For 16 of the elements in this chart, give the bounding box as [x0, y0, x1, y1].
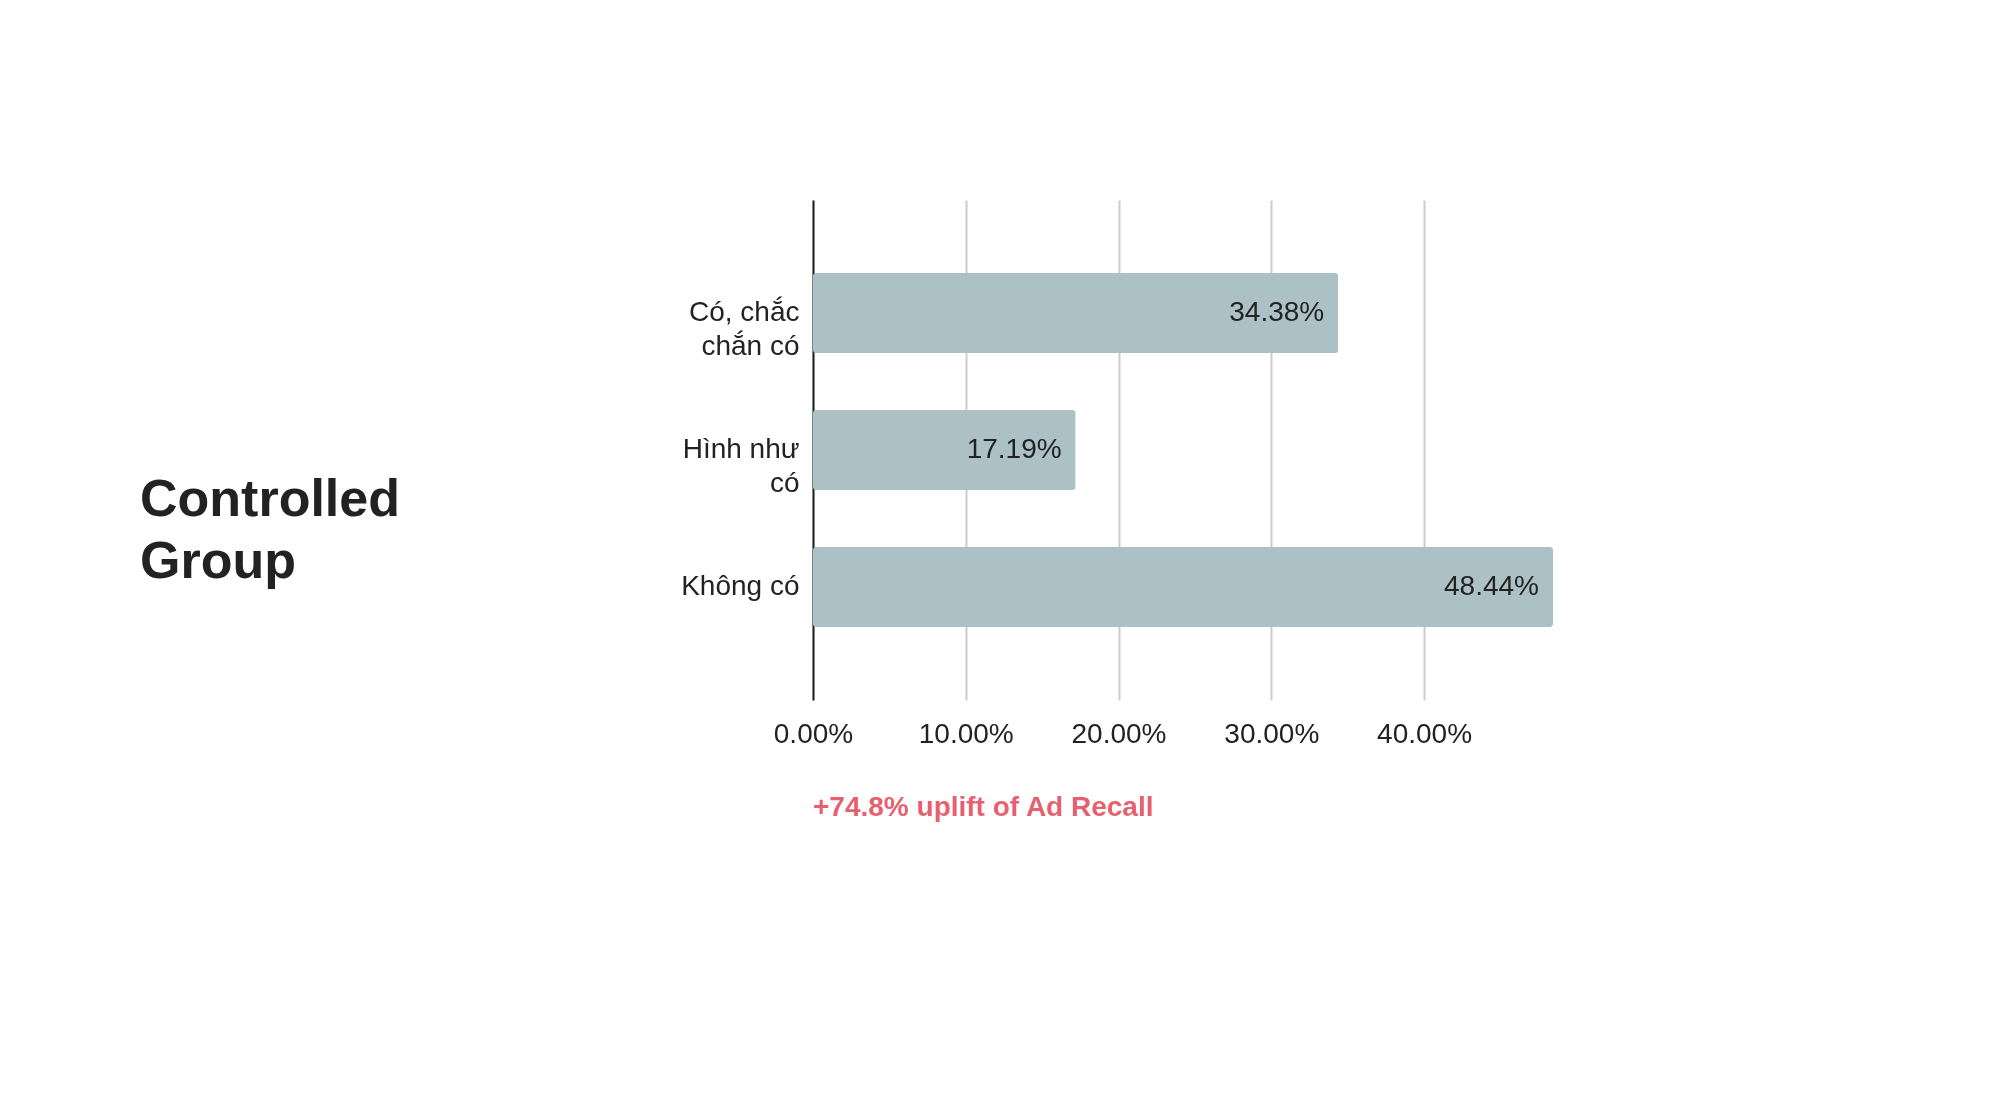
x-tick-label: 30.00% [1224, 717, 1320, 749]
data-label: 34.38% [1229, 296, 1325, 328]
y-tick-label: Hình như có [682, 433, 800, 498]
x-tick-label: 10.00% [918, 717, 1014, 749]
x-tick-label: 40.00% [1377, 717, 1473, 749]
y-tick-label: Không có [681, 569, 800, 601]
data-label: 17.19% [966, 433, 1062, 464]
bar [813, 410, 1076, 490]
bar [813, 273, 1339, 354]
bar [813, 546, 1553, 627]
data-label: 48.44% [1444, 569, 1539, 601]
text: +74.8% uplift of Ad Recall [813, 791, 1154, 822]
x-tick-label: 0.00% [773, 717, 854, 749]
x-tick-label: 20.00% [1071, 717, 1167, 749]
y-tick-label: Có, chắc chắn có [689, 296, 800, 362]
text: Controlled Group [140, 469, 400, 589]
